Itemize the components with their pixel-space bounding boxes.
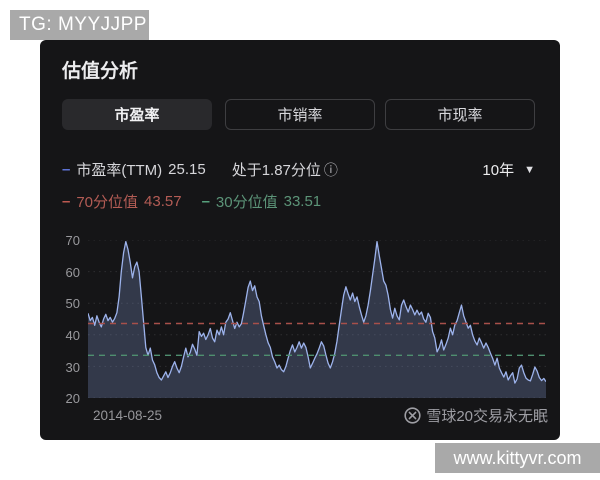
p70-marker-icon: – <box>62 193 71 210</box>
y-axis-tick: 20 <box>65 391 80 406</box>
y-axis-tick: 50 <box>65 296 80 311</box>
legend-row-percentiles: – 70分位值 43.57 – 30分位值 33.51 <box>62 191 321 212</box>
pe-current-value: 25.15 <box>168 161 206 178</box>
pe-series-marker-icon: – <box>62 161 71 178</box>
pe-series-label: 市盈率(TTM) <box>76 162 163 179</box>
percentile-text: 处于1.87分位 <box>231 162 321 179</box>
info-icon[interactable]: ⓘ <box>323 161 338 178</box>
y-axis-tick: 40 <box>65 328 80 343</box>
x-axis-start-date: 2014-08-25 <box>93 408 163 423</box>
p30-value: 33.51 <box>283 193 322 210</box>
tg-watermark-label: TG: MYYJJPP <box>19 14 147 35</box>
xueqiu-logo-icon <box>404 407 421 424</box>
tab-pcf-ratio[interactable]: 市现率 <box>385 99 535 130</box>
y-axis-tick: 30 <box>65 360 80 375</box>
chart-canvas <box>87 239 547 399</box>
tg-watermark-badge: TG: MYYJJPP <box>10 10 149 40</box>
y-axis-tick: 60 <box>65 265 80 280</box>
y-axis-tick: 70 <box>65 233 80 248</box>
p30-label: 30分位值 <box>215 194 278 211</box>
legend-row-pe: – 市盈率(TTM) 25.15 处于1.87分位 ⓘ <box>62 159 338 180</box>
time-range-value: 10年 <box>482 162 515 179</box>
tab-pe-ratio[interactable]: 市盈率 <box>62 99 212 130</box>
chevron-down-icon: ▼ <box>524 163 535 176</box>
p70-label: 70分位值 <box>76 194 139 211</box>
pe-ratio-area-chart[interactable] <box>87 239 547 399</box>
tab-ps-ratio-label: 市销率 <box>277 107 323 124</box>
page-title: 估值分析 <box>62 61 139 82</box>
time-range-selector[interactable]: 10年 ▼ <box>482 159 535 180</box>
tab-pcf-ratio-label: 市现率 <box>437 107 483 124</box>
tab-pe-ratio-label: 市盈率 <box>114 107 160 124</box>
valuation-panel: 估值分析 市盈率 市销率 市现率 – 市盈率(TTM) 25.15 处于1.87… <box>40 40 560 440</box>
p70-value: 43.57 <box>144 193 182 210</box>
tab-ps-ratio[interactable]: 市销率 <box>225 99 375 130</box>
site-watermark-badge: www.kittyvr.com <box>435 443 600 473</box>
xueqiu-watermark-text: 雪球20交易永无眠 <box>426 408 548 425</box>
p30-marker-icon: – <box>201 193 210 210</box>
xueqiu-watermark: 雪球20交易永无眠 <box>404 405 548 426</box>
site-watermark-label: www.kittyvr.com <box>453 447 582 468</box>
